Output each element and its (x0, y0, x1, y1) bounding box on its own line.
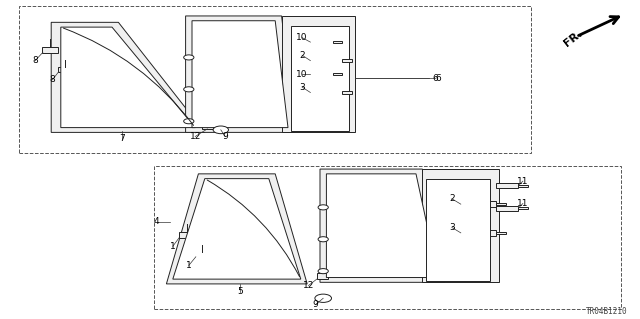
Polygon shape (61, 27, 195, 128)
Text: 11: 11 (517, 177, 529, 186)
Polygon shape (496, 206, 518, 211)
Bar (58, 67, 72, 72)
Circle shape (318, 269, 328, 274)
Text: 11: 11 (517, 199, 529, 208)
Bar (333, 73, 342, 75)
Text: 7: 7 (119, 134, 124, 143)
Text: 8: 8 (50, 75, 55, 84)
Bar (317, 273, 328, 279)
Bar (195, 252, 209, 257)
Polygon shape (310, 40, 333, 45)
Bar (154, 166, 621, 309)
Polygon shape (496, 183, 518, 188)
Polygon shape (326, 174, 438, 278)
Text: 6: 6 (433, 74, 438, 83)
Bar (518, 185, 528, 187)
Bar (333, 41, 342, 43)
Polygon shape (51, 22, 205, 132)
Polygon shape (186, 16, 294, 132)
Polygon shape (166, 174, 307, 284)
Text: FR.: FR. (562, 28, 584, 48)
Text: 2: 2 (300, 51, 305, 60)
Bar (496, 203, 506, 205)
Text: 2: 2 (449, 194, 454, 203)
Circle shape (315, 294, 332, 302)
Bar (202, 123, 213, 129)
Bar (42, 47, 58, 53)
Polygon shape (461, 230, 496, 236)
Text: 5: 5 (237, 287, 243, 296)
Polygon shape (282, 16, 355, 132)
Polygon shape (320, 169, 445, 282)
Polygon shape (310, 89, 342, 96)
Bar (426, 179, 490, 281)
Text: 6: 6 (435, 74, 441, 83)
Text: 9: 9 (313, 300, 318, 309)
Bar (291, 26, 349, 131)
Text: 8: 8 (33, 56, 38, 65)
Polygon shape (310, 57, 342, 64)
Bar (179, 232, 195, 238)
Polygon shape (173, 179, 301, 279)
Text: TR04B1210: TR04B1210 (586, 307, 627, 316)
Text: 3: 3 (449, 223, 454, 232)
Text: 4: 4 (154, 217, 159, 226)
Bar (342, 59, 352, 62)
Text: 3: 3 (300, 83, 305, 92)
Polygon shape (192, 21, 288, 128)
Polygon shape (461, 201, 496, 207)
Circle shape (318, 205, 328, 210)
Circle shape (184, 119, 194, 124)
Text: 10: 10 (296, 33, 308, 42)
Text: 12: 12 (189, 132, 201, 141)
Polygon shape (422, 169, 499, 282)
Circle shape (318, 237, 328, 242)
Polygon shape (310, 72, 333, 77)
Bar (518, 207, 528, 209)
Text: 10: 10 (296, 70, 308, 78)
Bar (19, 6, 531, 153)
Bar (342, 91, 352, 94)
Bar (496, 232, 506, 234)
Text: 1: 1 (186, 261, 191, 270)
Circle shape (184, 55, 194, 60)
Text: 9: 9 (223, 132, 228, 141)
Circle shape (184, 87, 194, 92)
Bar (266, 242, 282, 249)
Text: 1: 1 (170, 242, 175, 251)
Circle shape (213, 126, 228, 134)
Text: 12: 12 (303, 281, 314, 290)
